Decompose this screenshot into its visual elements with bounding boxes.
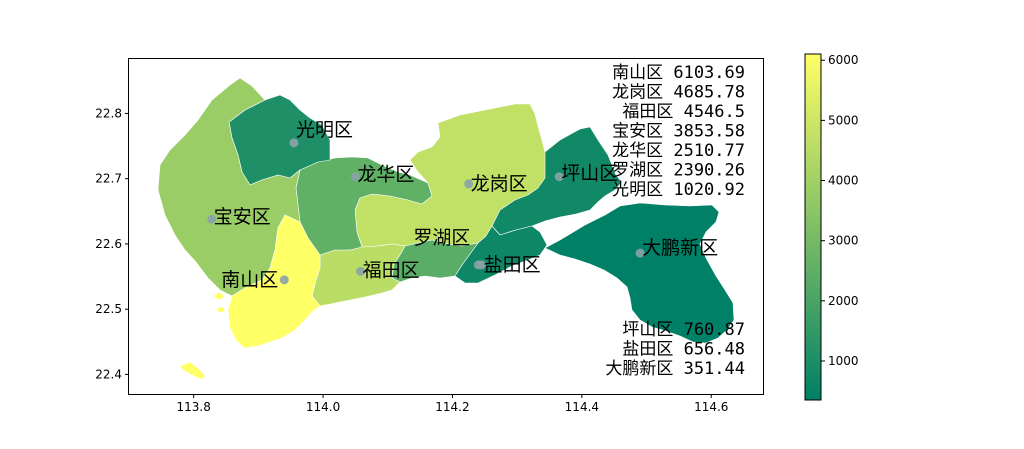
region-label: 坪山区 (561, 163, 618, 185)
value-list-item: 光明区 1020.92 (612, 180, 745, 200)
value-list-item: 坪山区 760.87 (622, 320, 745, 340)
value-list-item: 大鹏新区 351.44 (605, 359, 745, 379)
region-label: 罗湖区 (413, 227, 470, 249)
region-label: 福田区 (363, 259, 420, 281)
colorbar-tick-label: 2000 (828, 294, 859, 308)
region-marker (279, 275, 289, 285)
region-label: 大鹏新区 (642, 237, 718, 259)
region-marker (207, 214, 217, 224)
region-label: 光明区 (296, 119, 353, 141)
region-marker (554, 172, 564, 182)
region-marker (350, 172, 360, 182)
value-list-item: 南山区 6103.69 (612, 63, 745, 83)
region-marker (635, 248, 645, 258)
y-axis: 22.4 22.5 22.6 22.7 22.8 (95, 106, 129, 381)
region-marker (356, 266, 366, 276)
value-list-item: 盐田区 656.48 (622, 340, 745, 360)
map-area (157, 77, 735, 380)
region-label: 龙华区 (357, 164, 414, 186)
value-list-item: 龙岗区 4685.78 (612, 83, 745, 103)
region-marker (464, 179, 474, 189)
x-tick-label: 114.4 (565, 400, 599, 414)
y-tick-label: 22.7 (95, 172, 122, 186)
region-label: 盐田区 (484, 254, 541, 276)
x-tick-label: 114.0 (306, 400, 340, 414)
value-list-item: 罗湖区 2390.26 (612, 161, 745, 181)
colorbar (804, 53, 822, 401)
region-marker (289, 138, 299, 148)
y-tick-label: 22.8 (95, 106, 122, 120)
colorbar-tick-label: 3000 (828, 234, 859, 248)
axes-frame (128, 58, 764, 395)
district-nanshan-island (179, 361, 206, 380)
x-tick-label: 114.6 (694, 400, 728, 414)
district-baoan (157, 77, 301, 297)
district-dapeng (544, 202, 735, 344)
value-list-item: 龙华区 2510.77 (612, 141, 745, 161)
y-tick-label: 22.6 (95, 237, 122, 251)
district-nanshan-islet (215, 305, 226, 314)
region-label: 宝安区 (214, 206, 271, 228)
colorbar-tick-label: 1000 (828, 354, 859, 368)
district-nanshan (227, 214, 321, 349)
district-nanshan-islet (212, 291, 226, 301)
region-label: 龙岗区 (471, 173, 528, 195)
region-markers (207, 138, 645, 285)
x-axis: 113.8 114.0 114.2 114.4 114.6 (177, 394, 728, 414)
value-list-item: 宝安区 3853.58 (612, 122, 745, 142)
x-tick-label: 114.2 (435, 400, 469, 414)
district-pingshan (491, 126, 623, 236)
colorbar-tick-label: 4000 (828, 174, 859, 188)
colorbar-tick-label: 5000 (828, 113, 859, 127)
x-tick-label: 113.8 (177, 400, 211, 414)
region-label: 南山区 (221, 269, 278, 291)
value-list-item: 福田区 4546.5 (622, 102, 745, 122)
y-tick-label: 22.4 (95, 367, 122, 381)
region-marker (477, 260, 487, 270)
y-tick-label: 22.5 (95, 302, 122, 316)
colorbar-ticks: 1000 2000 3000 4000 5000 6000 (821, 53, 859, 368)
colorbar-tick-label: 6000 (828, 53, 859, 67)
